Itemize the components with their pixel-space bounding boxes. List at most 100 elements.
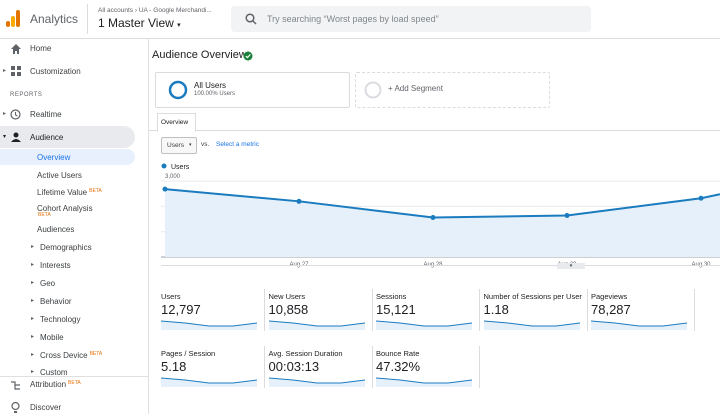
expand-arrow: ▸ (3, 67, 6, 74)
nav-label[interactable]: Overview (37, 153, 70, 162)
data-point (163, 187, 168, 192)
tab[interactable]: Overview (157, 113, 196, 132)
sparkline (484, 318, 580, 330)
main: Audience Overview All Users 100.00% User… (149, 39, 720, 414)
expand-arrow: ▸ (31, 261, 34, 268)
metric-card: Pageviews78,287 (591, 289, 695, 331)
nav-label[interactable]: Audiences (37, 225, 74, 234)
metric-select[interactable]: Users▾ (161, 137, 197, 154)
data-point (699, 196, 704, 201)
expand-arrow: ▾ (3, 133, 6, 140)
beta-badge: BETA (90, 351, 103, 357)
metric-value: 15,121 (376, 302, 416, 317)
metric-label: Pages / Session (161, 349, 215, 358)
metric-value: 12,797 (161, 302, 201, 317)
nav-subitem[interactable]: Technology (40, 315, 80, 324)
nav-label[interactable]: Demographics (40, 243, 92, 252)
nav-item[interactable]: Home (30, 44, 51, 53)
nav-label[interactable]: Active Users (37, 171, 82, 180)
verified-icon (243, 51, 253, 61)
realtime-icon (10, 109, 21, 120)
metric-card: Users12,797 (161, 289, 265, 331)
nav-subitem[interactable]: Demographics (40, 243, 92, 252)
nav-label[interactable]: Geo (40, 279, 55, 288)
metric-value: 47.32% (376, 359, 420, 374)
data-point (431, 215, 436, 220)
metric-card: Sessions15,121 (376, 289, 480, 331)
select-metric[interactable]: Select a metric (216, 141, 259, 148)
metric-card: New Users10,858 (269, 289, 373, 331)
expand-arrow: ▸ (3, 110, 6, 117)
metric-value: 78,287 (591, 302, 631, 317)
metric-label: Users (161, 292, 181, 301)
metric-card: Avg. Session Duration00:03:13 (269, 346, 373, 388)
nav-item[interactable]: Discover (30, 403, 61, 412)
add-segment-label: + Add Segment (388, 84, 443, 93)
nav-subitem[interactable]: Cross DeviceBETA (40, 351, 102, 360)
search-icon (245, 13, 257, 25)
nav-label[interactable]: Mobile (40, 333, 64, 342)
nav-item[interactable]: Audience (30, 133, 63, 142)
metric-card: Pages / Session5.18 (161, 346, 265, 388)
metric-label: New Users (269, 292, 306, 301)
nav-label[interactable]: Cross Device (40, 351, 88, 360)
header: Analytics All accounts › UA - Google Mer… (0, 0, 720, 39)
metric-value: 5.18 (161, 359, 186, 374)
sparkline (591, 318, 687, 330)
home-icon (10, 43, 22, 55)
metric-label: Pageviews (591, 292, 627, 301)
nav-subitem[interactable]: Geo (40, 279, 55, 288)
tab-label[interactable]: Overview (161, 119, 188, 126)
metric-card: Number of Sessions per User1.18 (484, 289, 588, 331)
beta-badge: BETA (89, 188, 102, 194)
nav-label[interactable]: Technology (40, 315, 80, 324)
sidebar: Home ▸ Customization REPORTS ▸ Realtime … (0, 39, 149, 414)
section-label: REPORTS (10, 92, 42, 98)
view-name[interactable]: 1 Master View (98, 16, 174, 30)
nav-subitem[interactable]: Active Users (37, 171, 82, 180)
nav-label[interactable]: Attribution (30, 380, 66, 389)
beta-badge: BETA (68, 380, 81, 386)
sparkline (161, 318, 257, 330)
view-selector[interactable]: 1 Master View ▾ (98, 16, 181, 30)
vs-label: vs. (201, 141, 209, 148)
discover-icon (11, 402, 20, 414)
nav-label[interactable]: Behavior (40, 297, 72, 306)
expand-arrow: ▸ (31, 351, 34, 358)
nav-subitem[interactable]: Audiences (37, 225, 74, 234)
nav-item[interactable]: AttributionBETA (30, 380, 81, 389)
customization-icon (11, 66, 21, 76)
search-box[interactable]: Try searching “Worst pages by load speed… (231, 6, 591, 32)
breadcrumb[interactable]: All accounts › UA - Google Merchandi... (98, 7, 212, 14)
attribution-icon (10, 380, 21, 391)
tab-rule (149, 130, 720, 131)
line-chart: Users1,0002,0003,000...Aug 27Aug 28Aug 2… (161, 160, 720, 270)
sparkline (376, 318, 472, 330)
metric-label: Bounce Rate (376, 349, 419, 358)
nav-label[interactable]: Interests (40, 261, 71, 270)
metric-label: Number of Sessions per User (484, 292, 582, 301)
segment-card[interactable]: All Users 100.00% Users (155, 72, 350, 108)
nav-subitem[interactable]: Lifetime ValueBETA (37, 188, 102, 197)
metric-card: Bounce Rate47.32% (376, 346, 480, 388)
search-placeholder: Try searching “Worst pages by load speed… (267, 14, 439, 24)
nav-subitem[interactable]: Behavior (40, 297, 72, 306)
metric-value: 10,858 (269, 302, 309, 317)
metric-label: Avg. Session Duration (269, 349, 343, 358)
metric-select-label[interactable]: Users (167, 142, 184, 149)
chart-toggle[interactable]: ▾ (557, 263, 585, 269)
nav-subitem[interactable]: Mobile (40, 333, 64, 342)
metric-label: Sessions (376, 292, 406, 301)
nav-label[interactable]: Lifetime Value (37, 188, 87, 197)
add-segment[interactable]: + Add Segment (355, 72, 550, 108)
expand-arrow: ▸ (31, 333, 34, 340)
nav-subitem[interactable]: Overview (37, 153, 70, 162)
nav-item[interactable]: Customization (30, 67, 81, 76)
nav-subitem[interactable]: Interests (40, 261, 71, 270)
app-name: Analytics (30, 12, 78, 26)
segment-detail: 100.00% Users (194, 91, 235, 97)
nav-item[interactable]: Realtime (30, 110, 62, 119)
expand-arrow: ▸ (31, 315, 34, 322)
sparkline (269, 318, 365, 330)
